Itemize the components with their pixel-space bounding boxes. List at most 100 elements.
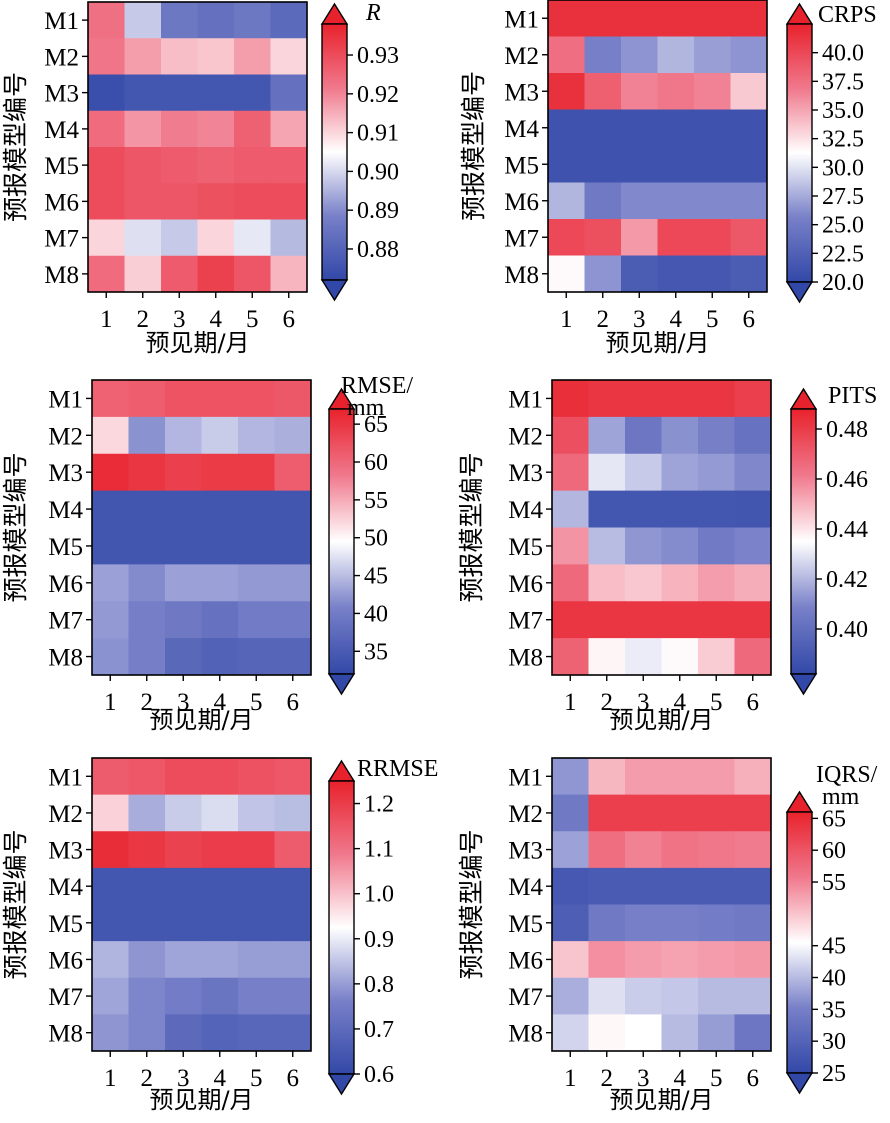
heatmap-cell	[238, 453, 275, 492]
heatmap-cell	[238, 758, 275, 796]
x-axis-label: 预见期/月	[149, 706, 253, 734]
heatmap-cell	[165, 416, 202, 455]
heatmap-cell	[621, 109, 658, 147]
y-tick-label: M2	[508, 423, 543, 450]
heatmap-cell	[694, 255, 731, 293]
heatmap-cell	[201, 380, 239, 418]
heatmap-cell	[730, 0, 768, 37]
x-tick-label: 4	[674, 689, 687, 716]
heatmap-cell	[201, 904, 239, 942]
heatmap-cell	[88, 110, 125, 148]
colorbar-tick-label: 0.89	[357, 198, 399, 224]
x-axis-label: 预见期/月	[605, 329, 709, 357]
heatmap-cell	[238, 977, 275, 1015]
heatmap-cell	[165, 490, 202, 528]
heatmap-cell	[625, 453, 662, 492]
heatmap-cell	[234, 183, 271, 220]
heatmap-cell	[625, 977, 662, 1015]
heatmap-cell	[694, 73, 731, 110]
heatmap-cell	[165, 977, 202, 1015]
heatmap-cell	[661, 831, 699, 869]
heatmap-cell	[201, 1014, 239, 1052]
x-tick-label: 3	[173, 306, 186, 333]
heatmap-cell	[238, 601, 275, 639]
y-tick-label: M3	[48, 838, 83, 865]
y-tick-label: M2	[48, 801, 83, 828]
heatmap-cell	[552, 794, 589, 832]
heatmap-cell	[552, 527, 589, 565]
colorbar-tick-label: 0.46	[826, 467, 868, 493]
y-tick-label: M6	[508, 571, 543, 598]
colorbar-tick-label: 0.93	[357, 43, 399, 69]
y-tick-label: M1	[48, 764, 83, 791]
heatmap-cell	[698, 904, 735, 942]
heatmap-cell	[165, 941, 202, 979]
heatmap-cell	[661, 380, 699, 418]
heatmap-cell	[270, 2, 308, 39]
y-tick-label: M5	[48, 911, 83, 938]
colorbar-tick-label: 22.5	[822, 241, 864, 267]
heatmap-cell	[552, 1014, 589, 1052]
heatmap-cell	[238, 564, 275, 602]
heatmap-cell	[584, 182, 622, 220]
heatmap-frame	[87, 1, 308, 293]
heatmap-cell	[270, 219, 308, 257]
heatmap-cell	[201, 758, 239, 796]
x-tick-label: 2	[141, 1065, 154, 1092]
heatmap-cell	[552, 977, 589, 1015]
heatmap-cell	[625, 416, 662, 455]
colorbar-tick-label: 1.2	[364, 792, 394, 818]
colorbar-tick-label: 0.8	[364, 972, 394, 998]
colorbar-tick-label: 65	[364, 412, 388, 438]
heatmap-cell	[197, 219, 235, 257]
heatmap-cell	[625, 527, 662, 565]
heatmap-cell	[552, 758, 589, 796]
heatmap-cell	[698, 564, 735, 602]
x-tick-label: 1	[560, 306, 573, 333]
colorbar-tick-label: 0.92	[357, 82, 399, 108]
heatmap-cell	[124, 74, 162, 112]
y-tick-label: M3	[48, 460, 83, 487]
colorbar: 0.40 0.42 0.44 0.46 0.48 PITS	[789, 383, 877, 696]
heatmap-cell	[165, 527, 202, 565]
heatmap-cell	[734, 1014, 772, 1052]
colorbar-tick-label: 50	[364, 526, 388, 552]
heatmap-cell	[661, 941, 699, 979]
colorbar-tick-label: 25	[822, 1061, 846, 1087]
heatmap-cell	[730, 146, 768, 183]
heatmap-cell	[625, 904, 662, 942]
x-tick-label: 3	[177, 1065, 190, 1092]
heatmap-cell	[552, 416, 589, 455]
heatmap-cell	[165, 758, 202, 796]
heatmap-cell	[734, 601, 772, 639]
heatmap-cell	[274, 380, 312, 418]
heatmap-cell	[588, 380, 626, 418]
heatmap-frame	[91, 757, 312, 1052]
heatmap-cell	[274, 831, 312, 869]
heatmap-cell	[197, 255, 235, 293]
heatmap-cell	[201, 941, 239, 979]
heatmap-cell	[238, 941, 275, 979]
heatmap-cell	[201, 453, 239, 492]
heatmap-cell	[548, 255, 585, 293]
heatmap-cell	[698, 758, 735, 796]
heatmap-cell	[698, 416, 735, 455]
heatmap-cell	[698, 490, 735, 528]
y-tick-label: M4	[48, 497, 83, 524]
colorbar-tick-label: 0.48	[826, 417, 868, 443]
heatmap-cell	[625, 794, 662, 832]
heatmap-cell	[734, 831, 772, 869]
heatmap-cell	[588, 794, 626, 832]
heatmap-cell	[661, 1014, 699, 1052]
heatmap-cell	[657, 255, 695, 293]
colorbar-tick-label: 55	[822, 870, 846, 896]
y-tick-label: M5	[508, 911, 543, 938]
colorbar-label: PITS	[828, 383, 877, 409]
colorbar-tick-label: 37.5	[822, 69, 864, 95]
heatmap-cell	[621, 36, 658, 74]
heatmap-cell	[694, 109, 731, 147]
heatmap-frame	[551, 757, 772, 1052]
heatmap-cell	[625, 380, 662, 418]
heatmap-cell	[92, 867, 129, 905]
colorbar-tick-label: 40.0	[822, 41, 864, 67]
